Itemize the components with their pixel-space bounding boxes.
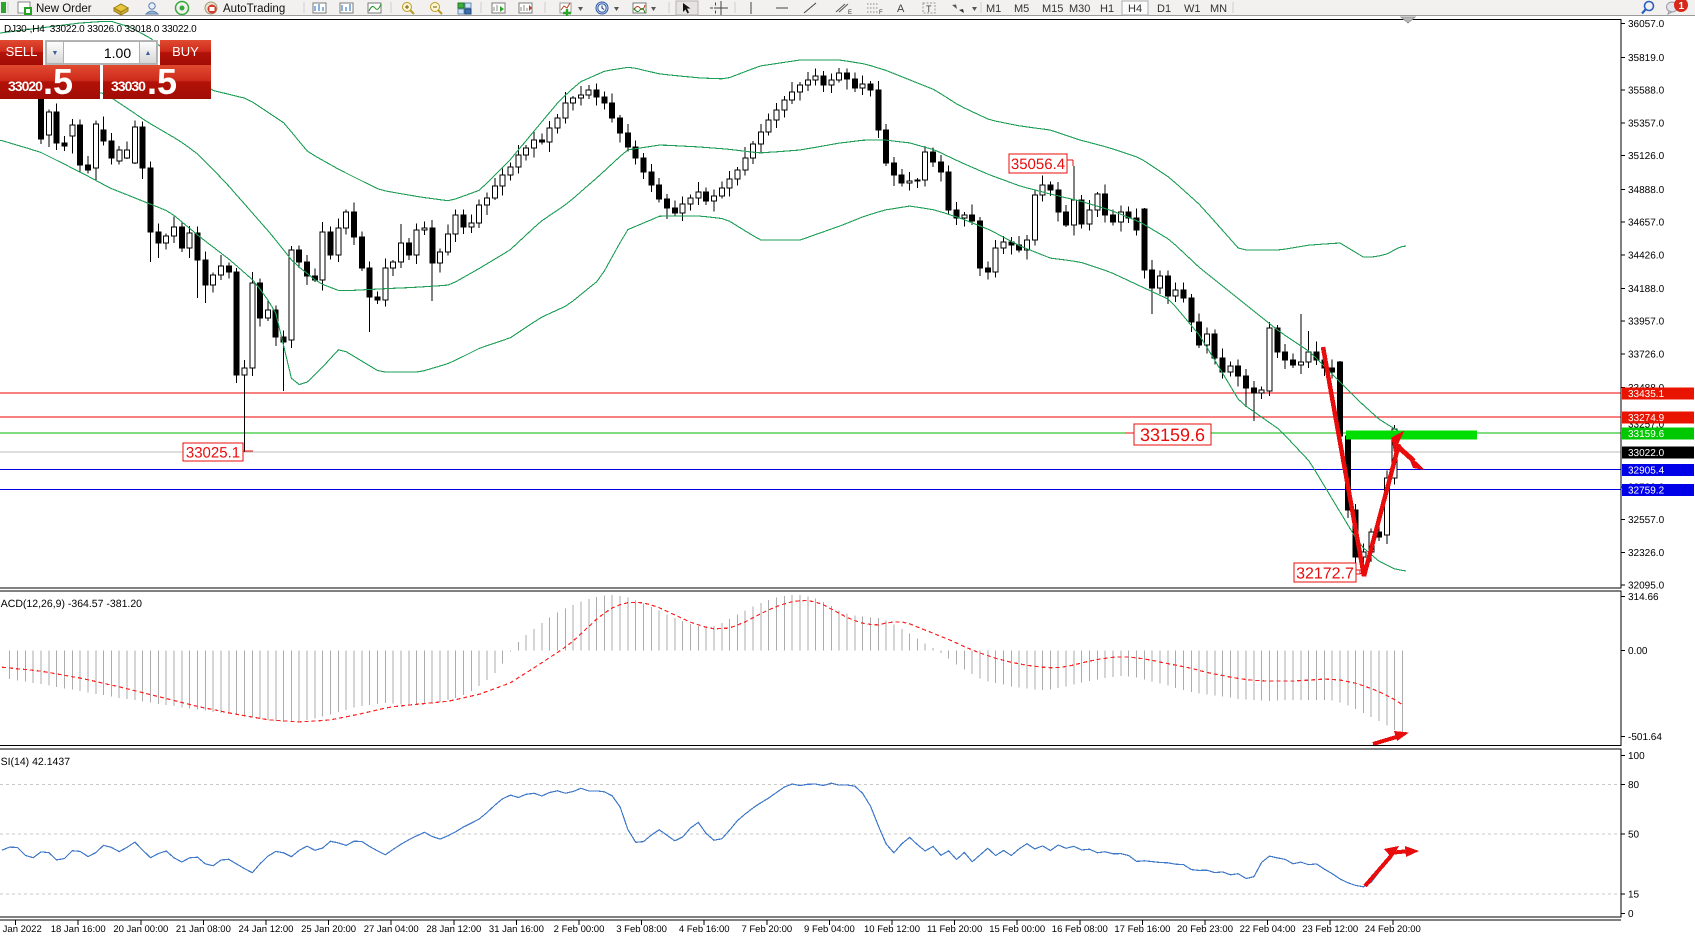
svg-text:23 Feb 12:00: 23 Feb 12:00	[1302, 924, 1358, 935]
svg-text:32326.0: 32326.0	[1628, 548, 1665, 559]
svg-text:M1: M1	[986, 3, 1001, 15]
svg-text:35819.0: 35819.0	[1628, 53, 1665, 64]
svg-text:20 Feb 23:00: 20 Feb 23:00	[1177, 924, 1233, 935]
svg-text:33025.1: 33025.1	[186, 444, 240, 461]
svg-text:34188.0: 34188.0	[1628, 284, 1665, 295]
svg-text:33159.6: 33159.6	[1140, 425, 1205, 445]
svg-text:22 Feb 04:00: 22 Feb 04:00	[1240, 924, 1296, 935]
svg-text:27 Jan 04:00: 27 Jan 04:00	[364, 924, 419, 935]
svg-text:31 Jan 16:00: 31 Jan 16:00	[489, 924, 544, 935]
svg-text:9 Feb 04:00: 9 Feb 04:00	[804, 924, 855, 935]
svg-text:A: A	[897, 3, 905, 15]
svg-text:34426.0: 34426.0	[1628, 250, 1665, 261]
svg-text:21 Jan 08:00: 21 Jan 08:00	[176, 924, 231, 935]
svg-text:35126.0: 35126.0	[1628, 151, 1665, 162]
svg-text:33274.9: 33274.9	[1628, 413, 1665, 424]
svg-text:80: 80	[1628, 780, 1640, 791]
svg-text:35357.0: 35357.0	[1628, 118, 1665, 129]
svg-text:E: E	[848, 10, 852, 16]
svg-text:MN: MN	[1210, 3, 1227, 15]
svg-text:36057.0: 36057.0	[1628, 19, 1665, 30]
svg-text:15: 15	[1628, 890, 1640, 901]
svg-text:33022.0: 33022.0	[1628, 448, 1665, 459]
svg-text:0.00: 0.00	[1628, 646, 1648, 657]
svg-text:28 Jan 12:00: 28 Jan 12:00	[426, 924, 481, 935]
svg-text:1: 1	[1679, 1, 1685, 12]
svg-text:25 Jan 20:00: 25 Jan 20:00	[301, 924, 356, 935]
svg-text:50: 50	[1628, 830, 1640, 841]
svg-text:2 Feb 00:00: 2 Feb 00:00	[554, 924, 605, 935]
svg-text:33435.1: 33435.1	[1628, 389, 1665, 400]
svg-text:32905.4: 32905.4	[1628, 465, 1665, 476]
svg-text:-501.64: -501.64	[1628, 732, 1662, 743]
svg-text:New Order: New Order	[36, 3, 92, 15]
svg-text:33257.0: 33257.0	[1628, 420, 1665, 431]
svg-text:17 Jan 2022: 17 Jan 2022	[0, 924, 42, 935]
svg-text:35588.0: 35588.0	[1628, 86, 1665, 97]
svg-text:D1: D1	[1157, 3, 1171, 15]
svg-text:W1: W1	[1184, 3, 1201, 15]
svg-text:M5: M5	[1014, 3, 1029, 15]
svg-text:0: 0	[1628, 909, 1634, 920]
svg-text:35056.4: 35056.4	[1011, 156, 1065, 173]
svg-text:3 Feb 08:00: 3 Feb 08:00	[616, 924, 667, 935]
svg-text:AutoTrading: AutoTrading	[223, 3, 285, 15]
svg-text:33726.0: 33726.0	[1628, 349, 1665, 360]
svg-text:MACD(12,26,9) -364.57 -381.20: MACD(12,26,9) -364.57 -381.20	[0, 598, 142, 610]
svg-text:10 Feb 12:00: 10 Feb 12:00	[864, 924, 920, 935]
svg-text:7 Feb 20:00: 7 Feb 20:00	[741, 924, 792, 935]
svg-text:33159.6: 33159.6	[1628, 429, 1665, 440]
svg-text:24 Jan 12:00: 24 Jan 12:00	[239, 924, 294, 935]
svg-text:24 Feb 20:00: 24 Feb 20:00	[1365, 924, 1421, 935]
svg-text:17 Feb 16:00: 17 Feb 16:00	[1114, 924, 1170, 935]
svg-text:18 Jan 16:00: 18 Jan 16:00	[51, 924, 106, 935]
svg-text:16 Feb 08:00: 16 Feb 08:00	[1052, 924, 1108, 935]
svg-text:H4: H4	[1128, 3, 1142, 15]
svg-text:M30: M30	[1069, 3, 1090, 15]
svg-text:15 Feb 00:00: 15 Feb 00:00	[989, 924, 1045, 935]
svg-text:RSI(14) 42.1437: RSI(14) 42.1437	[0, 756, 70, 768]
svg-text:100: 100	[1628, 751, 1645, 762]
svg-text:32172.7: 32172.7	[1296, 565, 1354, 582]
svg-text:T: T	[926, 4, 932, 14]
svg-text:F: F	[879, 10, 883, 16]
svg-text:32557.0: 32557.0	[1628, 515, 1665, 526]
svg-text:4 Feb 16:00: 4 Feb 16:00	[679, 924, 730, 935]
svg-text:32095.0: 32095.0	[1628, 581, 1665, 592]
svg-text:11 Feb 20:00: 11 Feb 20:00	[927, 924, 982, 935]
svg-text:H1: H1	[1100, 3, 1114, 15]
svg-text:34888.0: 34888.0	[1628, 185, 1665, 196]
svg-text:32759.2: 32759.2	[1628, 485, 1665, 496]
svg-text:33957.0: 33957.0	[1628, 317, 1665, 328]
svg-text:34657.0: 34657.0	[1628, 218, 1665, 229]
svg-text:M15: M15	[1042, 3, 1063, 15]
svg-text:20 Jan 00:00: 20 Jan 00:00	[113, 924, 168, 935]
svg-text:314.66: 314.66	[1628, 592, 1659, 603]
